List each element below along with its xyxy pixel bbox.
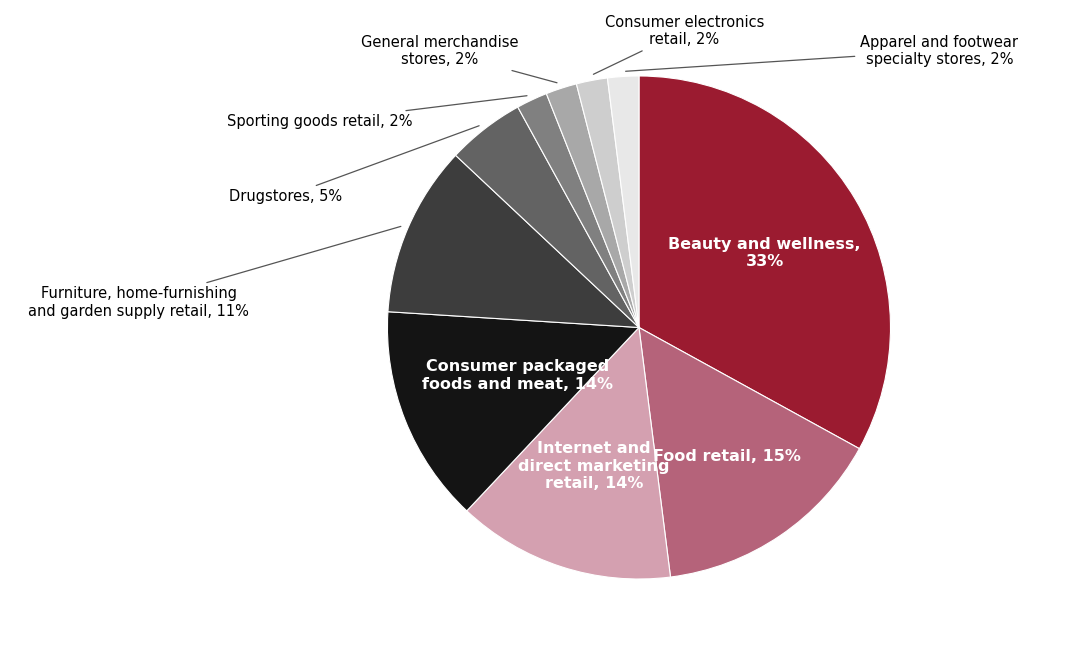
Text: Consumer electronics
retail, 2%: Consumer electronics retail, 2% [593, 14, 764, 74]
Wedge shape [518, 94, 639, 328]
Wedge shape [608, 76, 639, 328]
Wedge shape [639, 76, 890, 449]
Text: General merchandise
stores, 2%: General merchandise stores, 2% [361, 35, 557, 83]
Text: Beauty and wellness,
33%: Beauty and wellness, 33% [668, 237, 861, 269]
Wedge shape [467, 328, 670, 579]
Wedge shape [547, 84, 639, 328]
Wedge shape [388, 312, 639, 511]
Text: Internet and
direct marketing
retail, 14%: Internet and direct marketing retail, 14… [518, 441, 669, 491]
Wedge shape [388, 155, 639, 328]
Text: Drugstores, 5%: Drugstores, 5% [229, 126, 479, 204]
Text: Sporting goods retail, 2%: Sporting goods retail, 2% [227, 96, 527, 129]
Wedge shape [639, 328, 860, 577]
Wedge shape [456, 107, 639, 328]
Text: Furniture, home-furnishing
and garden supply retail, 11%: Furniture, home-furnishing and garden su… [28, 227, 401, 318]
Text: Apparel and footwear
specialty stores, 2%: Apparel and footwear specialty stores, 2… [626, 35, 1018, 71]
Text: Consumer packaged
foods and meat, 14%: Consumer packaged foods and meat, 14% [422, 360, 613, 392]
Text: Food retail, 15%: Food retail, 15% [653, 449, 800, 464]
Wedge shape [576, 78, 639, 328]
